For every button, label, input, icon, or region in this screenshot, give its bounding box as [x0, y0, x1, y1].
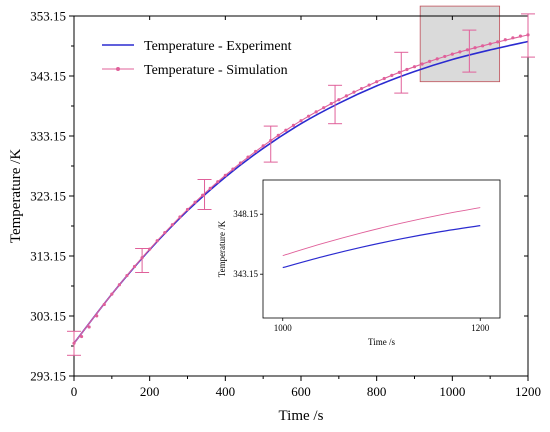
x-tick-label: 800	[367, 384, 387, 399]
simulation-point	[155, 239, 159, 243]
simulation-point	[428, 59, 432, 63]
inset-y-axis-title: Temperature /K	[217, 220, 227, 277]
simulation-point	[299, 119, 303, 123]
error-bar	[135, 248, 150, 273]
simulation-point	[291, 123, 296, 128]
inset-x-tick-label: 1200	[471, 323, 490, 333]
y-tick-label: 333.15	[30, 129, 66, 144]
simulation-point	[117, 283, 121, 287]
inset-simulation-line	[282, 207, 481, 257]
simulation-point	[420, 62, 424, 66]
simulation-point	[306, 114, 311, 118]
simulation-point	[163, 231, 167, 235]
simulation-point	[132, 264, 137, 269]
inset-y-tick-label: 348.15	[233, 209, 258, 219]
simulation-point	[518, 34, 523, 38]
x-tick-label: 1000	[439, 384, 465, 399]
simulation-point	[246, 155, 250, 159]
simulation-point	[344, 94, 348, 98]
simulation-point	[450, 52, 454, 56]
error-bar	[197, 179, 212, 210]
simulation-point	[79, 334, 84, 339]
error-bar	[462, 29, 477, 73]
error-bar	[521, 13, 535, 58]
simulation-point	[201, 193, 205, 197]
simulation-point	[193, 200, 197, 204]
simulation-point	[208, 186, 212, 190]
simulation-point	[412, 65, 417, 69]
error-bar	[394, 51, 409, 94]
simulation-point	[178, 215, 182, 219]
simulation-point	[367, 83, 371, 87]
simulation-point	[284, 128, 288, 132]
y-tick-label: 303.15	[30, 309, 66, 324]
y-tick-label: 353.15	[30, 9, 66, 24]
simulation-point	[496, 40, 500, 44]
y-tick-label: 293.15	[30, 369, 66, 384]
simulation-point	[443, 54, 447, 59]
simulation-point	[170, 223, 174, 227]
simulation-point	[458, 50, 462, 54]
y-tick-label: 323.15	[30, 189, 66, 204]
simulation-point	[397, 70, 401, 74]
legend-label-experiment: Temperature - Experiment	[144, 39, 292, 54]
x-tick-label: 1200	[515, 384, 541, 399]
x-tick-label: 600	[291, 384, 311, 399]
x-axis-title: Time /s	[279, 408, 324, 424]
simulation-point	[337, 98, 341, 102]
inset-x-axis-title: Time /s	[368, 337, 395, 347]
simulation-point	[382, 76, 386, 81]
legend-label-simulation: Temperature - Simulation	[144, 63, 288, 78]
x-tick-label: 400	[216, 384, 236, 399]
simulation-point	[261, 144, 265, 148]
inset-frame	[262, 179, 501, 319]
simulation-point	[503, 38, 507, 42]
simulation-point	[314, 110, 318, 114]
simulation-point	[375, 80, 379, 84]
simulation-point	[359, 86, 364, 91]
simulation-point	[390, 73, 394, 77]
simulation-point	[435, 57, 439, 61]
y-tick-label: 343.15	[30, 69, 66, 84]
simulation-point	[238, 161, 243, 165]
simulation-point	[125, 273, 129, 278]
simulation-point	[322, 106, 326, 110]
x-tick-label: 200	[140, 384, 160, 399]
simulation-point	[216, 180, 220, 184]
legend-marker-simulation	[116, 67, 120, 71]
y-tick-label: 313.15	[30, 249, 66, 264]
simulation-point	[329, 102, 333, 106]
simulation-point	[276, 133, 280, 137]
simulation-point	[185, 207, 190, 212]
simulation-point	[102, 302, 106, 307]
simulation-point	[352, 90, 356, 94]
simulation-point	[405, 67, 409, 72]
inset-y-tick-label: 343.15	[233, 269, 258, 279]
simulation-point	[223, 173, 227, 177]
error-bar	[263, 125, 278, 163]
inset-experiment-line	[282, 225, 481, 269]
simulation-point	[110, 292, 114, 296]
simulation-point	[465, 48, 470, 52]
simulation-point	[488, 42, 492, 46]
simulation-point	[481, 44, 485, 48]
simulation-point	[254, 149, 258, 154]
simulation-point	[231, 167, 235, 171]
error-bar	[67, 330, 81, 356]
simulation-point	[511, 36, 515, 40]
y-axis-title: Temperature /K	[8, 149, 24, 243]
simulation-point	[148, 247, 152, 251]
zoom-region-box	[419, 5, 501, 83]
error-bar	[328, 84, 343, 125]
x-tick-label: 0	[71, 384, 78, 399]
simulation-point	[95, 314, 99, 318]
inset-x-tick-label: 1000	[274, 323, 293, 333]
simulation-point	[473, 46, 477, 50]
simulation-point	[87, 325, 91, 329]
